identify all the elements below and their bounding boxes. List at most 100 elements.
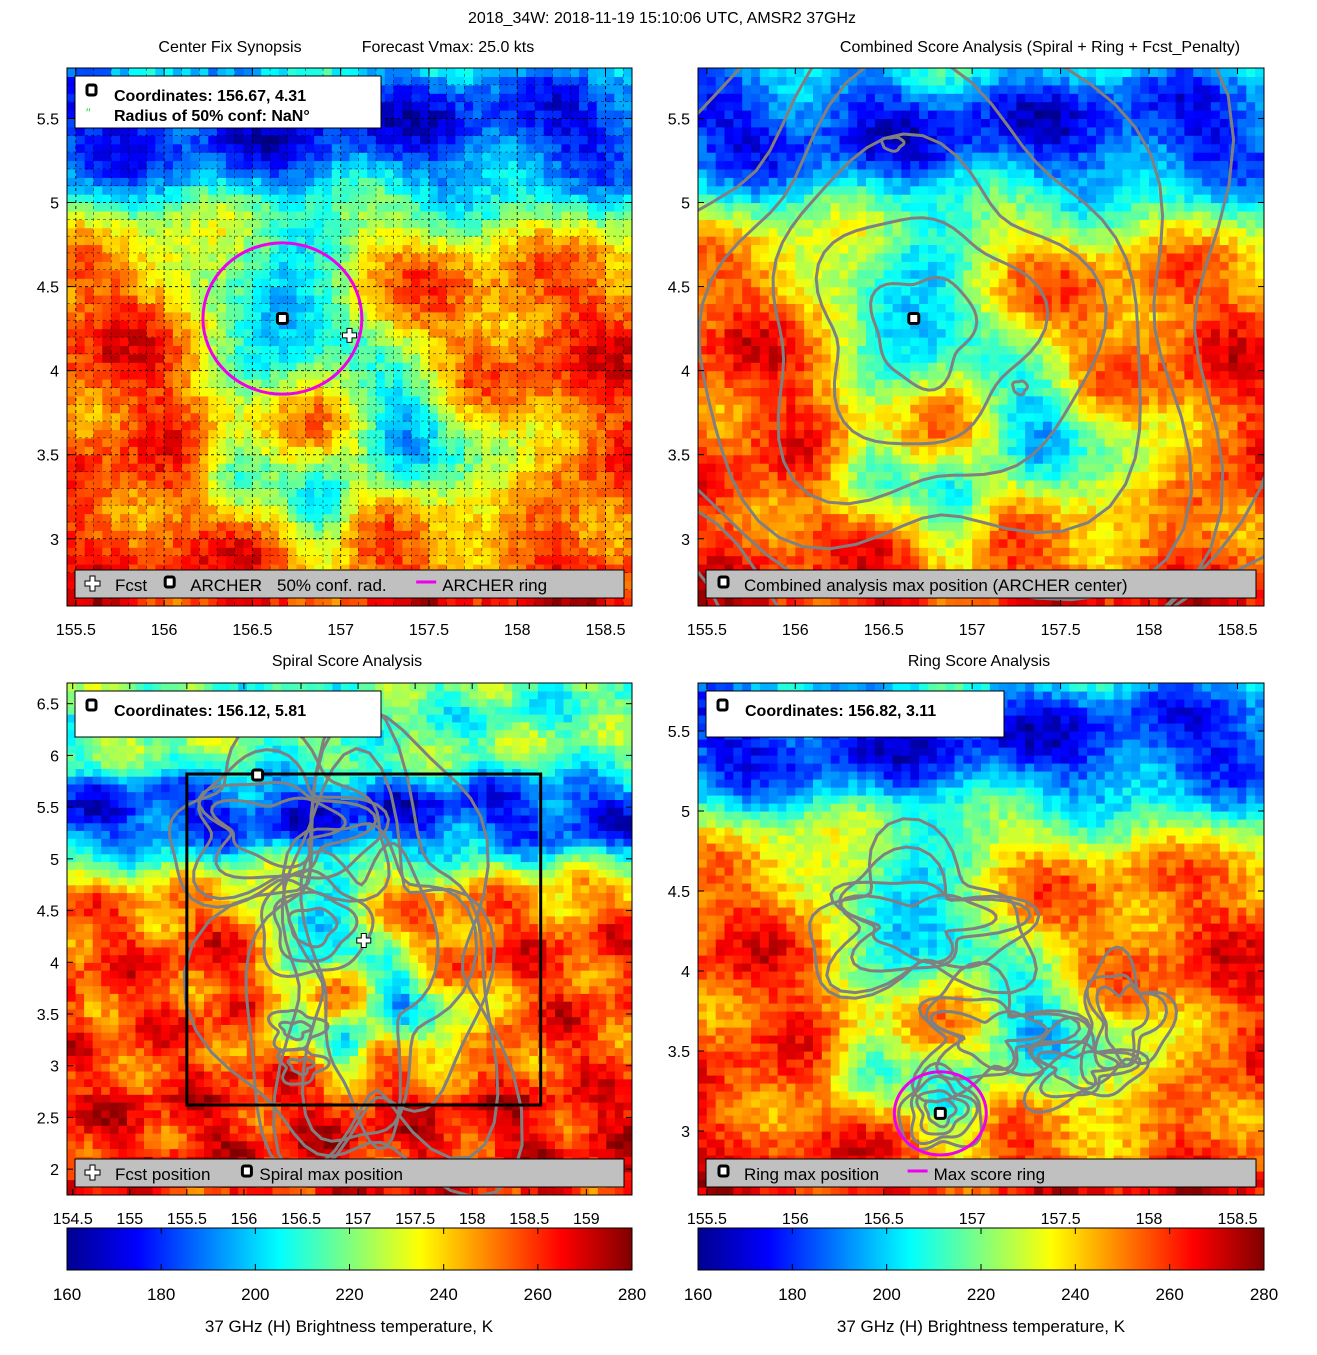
heatmap-cell bbox=[111, 514, 120, 523]
heatmap-cell bbox=[588, 211, 597, 220]
heatmap-cell bbox=[191, 379, 200, 388]
heatmap-cell bbox=[226, 379, 235, 388]
heatmap-cell bbox=[526, 194, 535, 203]
heatmap-cell bbox=[716, 68, 725, 77]
heatmap-cell bbox=[252, 312, 261, 321]
heatmap-cell bbox=[164, 320, 173, 329]
heatmap-cell bbox=[751, 177, 760, 186]
heatmap-cell bbox=[261, 530, 270, 539]
heatmap-cell bbox=[67, 60, 76, 69]
heatmap-cell bbox=[120, 379, 129, 388]
heatmap-cell bbox=[120, 497, 129, 506]
heatmap-cell bbox=[358, 505, 367, 514]
heatmap-cell bbox=[67, 169, 76, 178]
heatmap-cell bbox=[376, 177, 385, 186]
heatmap-cell bbox=[244, 446, 253, 455]
heatmap-cell bbox=[517, 76, 526, 85]
heatmap-cell bbox=[438, 194, 447, 203]
heatmap-cell bbox=[420, 497, 429, 506]
legend-label: 50% conf. rad. bbox=[277, 576, 387, 595]
heatmap-cell bbox=[544, 387, 553, 396]
heatmap-cell bbox=[760, 413, 769, 422]
heatmap-cell bbox=[155, 455, 164, 464]
heatmap-cell bbox=[597, 530, 606, 539]
heatmap-cell bbox=[182, 421, 191, 430]
heatmap-cell bbox=[455, 472, 464, 481]
heatmap-cell bbox=[314, 438, 323, 447]
heatmap-cell bbox=[385, 177, 394, 186]
heatmap-cell bbox=[698, 472, 707, 481]
heatmap-cell bbox=[786, 446, 795, 455]
heatmap-cell bbox=[500, 320, 509, 329]
heatmap-cell bbox=[500, 396, 509, 405]
heatmap-cell bbox=[332, 135, 341, 144]
heatmap-cell bbox=[182, 522, 191, 531]
heatmap-cell bbox=[508, 404, 517, 413]
heatmap-cell bbox=[261, 522, 270, 531]
heatmap-cell bbox=[332, 194, 341, 203]
heatmap-cell bbox=[716, 556, 725, 565]
heatmap-cell bbox=[508, 110, 517, 119]
heatmap-cell bbox=[742, 329, 751, 338]
heatmap-cell bbox=[500, 245, 509, 254]
heatmap-cell bbox=[491, 371, 500, 380]
heatmap-cell bbox=[707, 430, 716, 439]
heatmap-cell bbox=[464, 312, 473, 321]
heatmap-cell bbox=[420, 404, 429, 413]
heatmap-cell bbox=[244, 480, 253, 489]
heatmap-cell bbox=[579, 236, 588, 245]
heatmap-cell bbox=[579, 354, 588, 363]
heatmap-cell bbox=[305, 497, 314, 506]
heatmap-cell bbox=[606, 446, 615, 455]
heatmap-cell bbox=[102, 261, 111, 270]
heatmap-cell bbox=[438, 60, 447, 69]
heatmap-cell bbox=[120, 278, 129, 287]
heatmap-cell bbox=[376, 303, 385, 312]
heatmap-cell bbox=[244, 463, 253, 472]
heatmap-cell bbox=[147, 530, 156, 539]
heatmap-cell bbox=[526, 404, 535, 413]
heatmap-cell bbox=[420, 236, 429, 245]
heatmap-cell bbox=[94, 430, 103, 439]
heatmap-cell bbox=[742, 110, 751, 119]
heatmap-cell bbox=[288, 463, 297, 472]
heatmap-cell bbox=[138, 556, 147, 565]
heatmap-cell bbox=[570, 514, 579, 523]
heatmap-cell bbox=[305, 421, 314, 430]
heatmap-cell bbox=[420, 278, 429, 287]
heatmap-cell bbox=[751, 85, 760, 94]
heatmap-cell bbox=[102, 522, 111, 531]
heatmap-cell bbox=[182, 530, 191, 539]
heatmap-cell bbox=[429, 505, 438, 514]
heatmap-cell bbox=[111, 598, 120, 607]
heatmap-cell bbox=[570, 177, 579, 186]
heatmap-cell bbox=[376, 245, 385, 254]
heatmap-cell bbox=[420, 362, 429, 371]
heatmap-cell bbox=[570, 413, 579, 422]
heatmap-cell bbox=[508, 102, 517, 111]
heatmap-cell bbox=[182, 539, 191, 548]
heatmap-cell bbox=[305, 547, 314, 556]
heatmap-cell bbox=[120, 161, 129, 170]
heatmap-cell bbox=[155, 287, 164, 296]
heatmap-cell bbox=[508, 463, 517, 472]
heatmap-cell bbox=[385, 127, 394, 136]
heatmap-cell bbox=[411, 152, 420, 161]
heatmap-cell bbox=[606, 118, 615, 127]
heatmap-cell bbox=[376, 556, 385, 565]
heatmap-cell bbox=[244, 60, 253, 69]
heatmap-cell bbox=[173, 438, 182, 447]
heatmap-cell bbox=[226, 295, 235, 304]
heatmap-cell bbox=[147, 539, 156, 548]
heatmap-cell bbox=[447, 362, 456, 371]
heatmap-cell bbox=[544, 228, 553, 237]
heatmap-cell bbox=[429, 446, 438, 455]
heatmap-cell bbox=[561, 455, 570, 464]
heatmap-cell bbox=[623, 387, 632, 396]
heatmap-cell bbox=[235, 446, 244, 455]
heatmap-cell bbox=[707, 329, 716, 338]
heatmap-cell bbox=[147, 438, 156, 447]
heatmap-cell bbox=[323, 270, 332, 279]
heatmap-cell bbox=[261, 556, 270, 565]
heatmap-cell bbox=[67, 362, 76, 371]
